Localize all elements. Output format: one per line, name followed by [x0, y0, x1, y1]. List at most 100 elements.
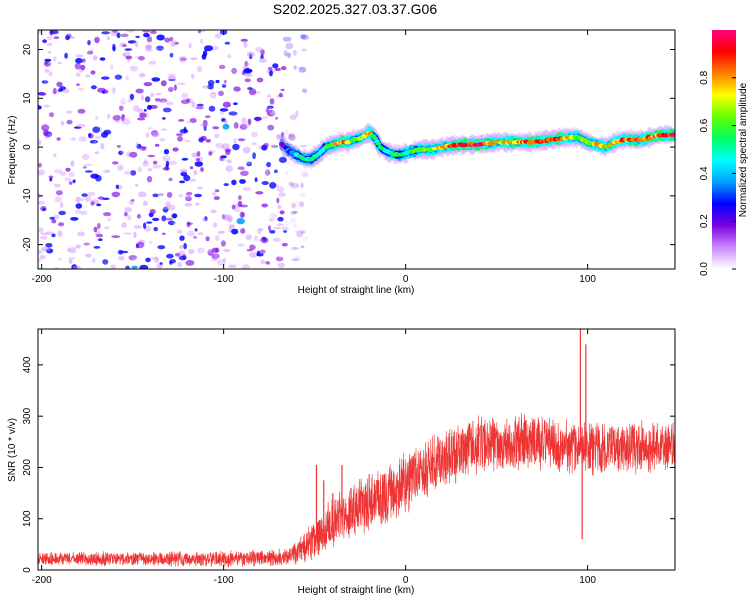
noise-blob	[249, 252, 258, 258]
noise-blob	[176, 82, 186, 86]
noise-blob	[299, 201, 304, 208]
noise-blob	[296, 215, 301, 219]
noise-blob	[295, 94, 300, 100]
noise-blob	[115, 184, 120, 189]
noise-blob	[210, 169, 220, 175]
noise-blob	[59, 35, 63, 40]
noise-blob	[66, 104, 75, 109]
noise-blob	[122, 44, 127, 47]
noise-blob	[155, 177, 160, 183]
noise-blob	[41, 246, 51, 252]
noise-blob	[89, 45, 98, 51]
noise-blob	[83, 242, 90, 246]
noise-blob	[195, 105, 204, 110]
noise-blob	[275, 256, 284, 262]
noise-blob	[116, 56, 124, 64]
noise-blob	[261, 181, 269, 185]
noise-blob	[268, 143, 278, 148]
noise-blob	[52, 87, 57, 95]
noise-blob	[85, 253, 92, 258]
noise-blob	[288, 132, 295, 140]
noise-blob	[48, 50, 52, 54]
noise-blob	[49, 177, 53, 182]
noise-blob	[48, 71, 53, 77]
noise-blob	[45, 243, 53, 248]
noise-blob	[211, 120, 217, 124]
noise-blob	[38, 92, 47, 96]
noise-blob	[118, 150, 124, 155]
noise-blob	[292, 223, 298, 228]
noise-blob	[272, 63, 279, 69]
noise-blob	[113, 238, 118, 246]
noise-blob	[252, 242, 260, 247]
noise-blob	[291, 246, 299, 250]
noise-blob	[166, 126, 174, 133]
noise-blob	[185, 49, 192, 56]
noise-blob	[166, 204, 176, 211]
noise-blob	[127, 214, 132, 221]
noise-blob	[186, 78, 192, 85]
noise-blob	[194, 161, 203, 167]
noise-blob	[281, 108, 290, 116]
noise-blob	[242, 146, 251, 154]
noise-blob	[81, 153, 90, 161]
noise-blob	[159, 137, 166, 142]
noise-blob	[285, 42, 294, 50]
noise-blob	[165, 201, 171, 208]
noise-blob	[66, 119, 73, 125]
noise-blob	[255, 191, 264, 195]
noise-blob	[214, 222, 222, 229]
noise-blob	[147, 112, 154, 118]
noise-blob	[180, 57, 187, 61]
noise-blob	[139, 264, 149, 269]
noise-blob	[98, 124, 108, 130]
noise-blob	[232, 254, 237, 259]
noise-blob	[138, 73, 146, 78]
noise-blob	[195, 202, 200, 206]
noise-blob	[38, 139, 42, 146]
noise-blob	[231, 67, 238, 74]
noise-blob	[149, 240, 153, 244]
noise-blob	[117, 249, 124, 255]
noise-blob	[237, 200, 243, 207]
signal-track-mark	[375, 142, 382, 146]
y-tick-label: -20	[22, 237, 33, 252]
noise-blob	[38, 77, 44, 82]
noise-blob	[180, 171, 188, 177]
noise-blob	[58, 210, 66, 216]
noise-blob	[125, 55, 133, 60]
noise-blob	[69, 181, 73, 185]
noise-blob	[98, 238, 103, 241]
noise-blob	[84, 195, 92, 202]
noise-blob	[168, 177, 173, 182]
colorbar-tick-label: 0.4	[699, 166, 710, 180]
noise-blob	[56, 137, 61, 141]
noise-blob	[144, 96, 151, 103]
noise-blob	[146, 175, 153, 183]
noise-blob	[119, 263, 125, 267]
noise-blob	[163, 149, 170, 155]
noise-blob	[202, 93, 209, 98]
noise-blob	[296, 80, 300, 86]
noise-blob	[293, 65, 297, 70]
noise-blob	[143, 33, 150, 38]
noise-blob	[179, 245, 184, 250]
noise-blob	[43, 104, 51, 108]
noise-blob	[184, 203, 193, 207]
noise-blob	[267, 124, 275, 131]
noise-blob	[277, 205, 282, 209]
noise-blob	[207, 79, 215, 86]
noise-blob	[124, 48, 133, 51]
noise-blob	[272, 245, 276, 249]
noise-blob	[245, 69, 253, 73]
noise-blob	[121, 222, 127, 228]
noise-blob	[80, 64, 86, 71]
noise-blob	[138, 56, 146, 61]
noise-blob	[173, 84, 177, 91]
noise-blob	[93, 141, 97, 146]
noise-blob	[136, 241, 145, 249]
noise-blob	[179, 235, 185, 241]
noise-blob	[120, 98, 127, 105]
